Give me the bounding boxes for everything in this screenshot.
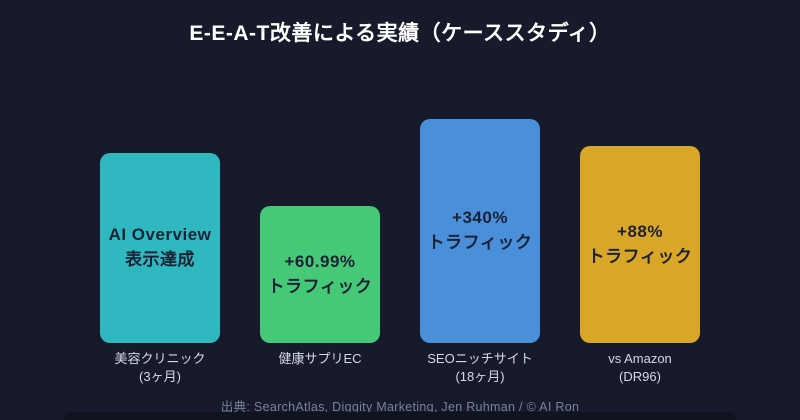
chart-title: E-E-A-T改善による実績（ケーススタディ） [189,22,611,45]
category-line1: vs Amazon [608,351,672,366]
bar-value-line1: +340% [452,208,508,228]
bar-value-label: +60.99% トラフィック [268,250,373,299]
category-label-health-supplement-ec: 健康サプリEC [260,350,380,386]
bottom-strip [64,412,736,420]
category-line2: (18ヶ月) [455,369,505,385]
source-attribution: 出典: SearchAtlas, Diggity Marketing, Jen … [220,400,580,414]
bar-value-line2: トラフィック [587,246,693,266]
bar-value-label: +88% トラフィック [588,220,693,269]
category-line1: 健康サプリEC [278,351,362,366]
bar-seo-niche-site: +340% トラフィック [420,119,540,343]
category-line2: (3ヶ月) [139,369,181,385]
bar-value-line2: トラフィック [427,233,533,252]
bar-value-line1: AI Overview [108,225,212,245]
bar-value-line1: +88% [617,221,663,241]
bar-value-line1: +60.99% [284,251,356,271]
bar-health-supplement-ec: +60.99% トラフィック [260,206,380,343]
plot-area: AI Overview 表示達成 +60.99% トラフィック +340% トラ… [100,119,700,343]
category-label-seo-niche-site: SEOニッチサイト (18ヶ月) [420,350,540,386]
bar-value-label: AI Overview 表示達成 [109,223,212,272]
bar-value-line2: 表示達成 [124,250,195,269]
bar-beauty-clinic: AI Overview 表示達成 [100,153,220,343]
bar-vs-amazon: +88% トラフィック [580,146,700,343]
bar-value-label: +340% トラフィック [428,206,533,255]
category-label-beauty-clinic: 美容クリニック (3ヶ月) [100,350,220,386]
category-line1: SEOニッチサイト [427,351,533,366]
category-line2: (DR96) [619,369,661,385]
category-label-vs-amazon: vs Amazon (DR96) [580,350,700,386]
category-line1: 美容クリニック [114,351,206,366]
category-labels-row: 美容クリニック (3ヶ月) 健康サプリEC SEOニッチサイト (18ヶ月) v… [100,350,700,386]
bar-value-line2: トラフィック [267,276,373,296]
